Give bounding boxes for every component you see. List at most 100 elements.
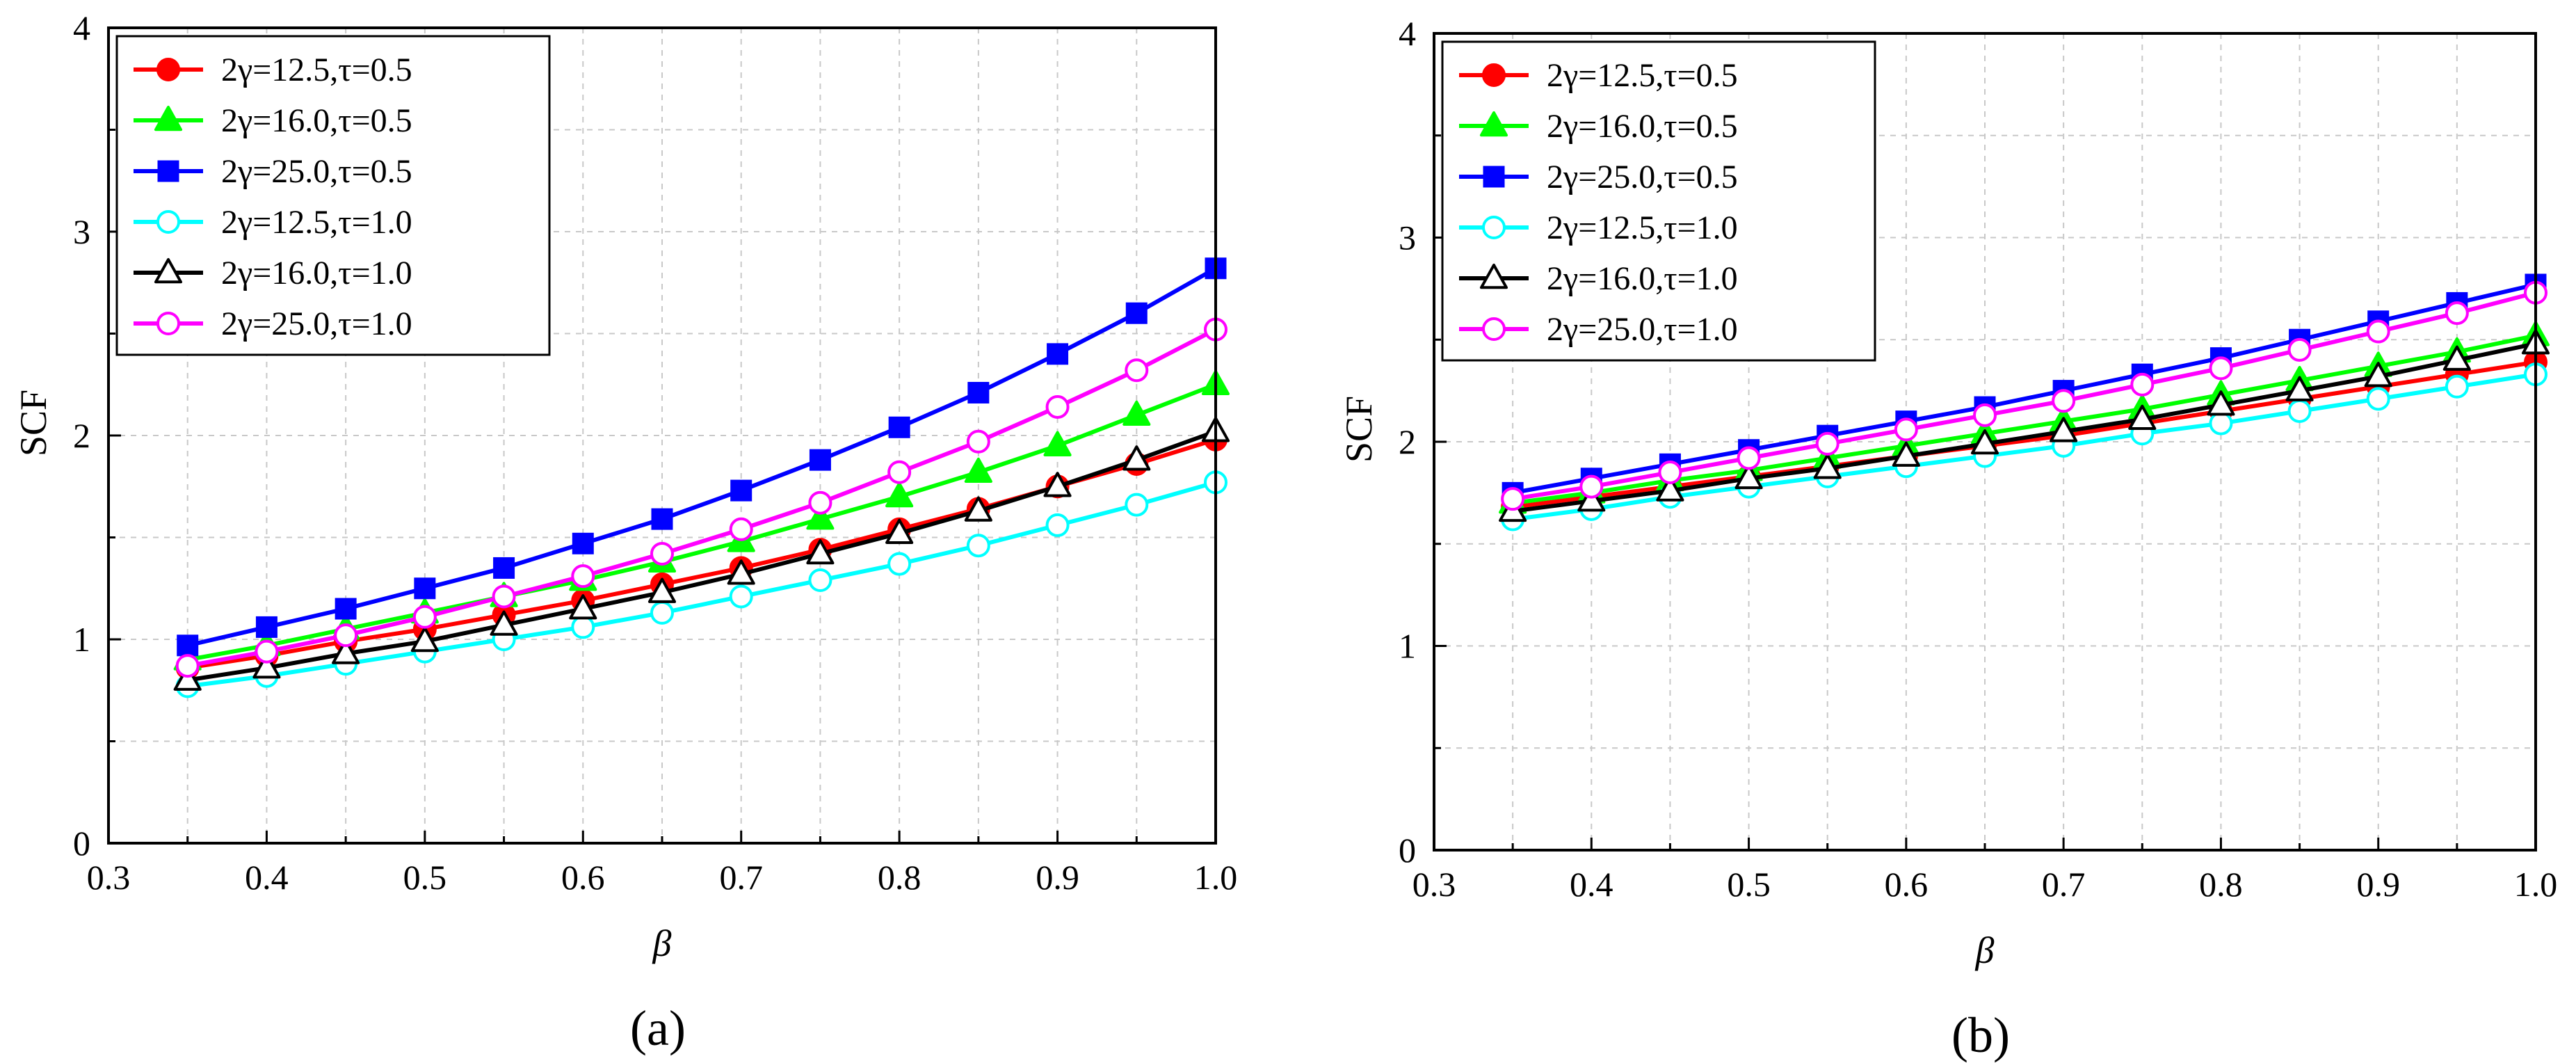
data-point	[967, 381, 990, 403]
data-point	[492, 584, 516, 609]
legend-marker	[1479, 111, 1508, 137]
ticks-b: 0.3 0.4 0.5 0.6 0.7 0.8 0.9 1.0 0 1 2 3 4	[1399, 14, 2557, 904]
data-point	[887, 552, 912, 576]
data-point	[2207, 390, 2235, 416]
data-point	[966, 534, 990, 558]
legend-label: 2γ=16.0,τ=1.0	[221, 255, 412, 291]
data-point	[1737, 446, 1761, 470]
data-point	[888, 416, 910, 438]
data-point	[651, 508, 673, 530]
data-point	[650, 600, 674, 625]
data-point	[1045, 513, 1070, 537]
data-point	[332, 639, 360, 664]
data-point	[493, 557, 515, 579]
legend-marker	[156, 210, 180, 234]
y-tick-label: 0	[73, 824, 90, 863]
data-point	[334, 623, 358, 648]
legend-label: 2γ=25.0,τ=0.5	[1547, 159, 1738, 195]
series-a-5	[173, 417, 1230, 691]
x-tick-label: 0.6	[1885, 865, 1929, 904]
legend-box	[115, 35, 551, 356]
series-line	[187, 382, 1217, 662]
data-point	[1970, 429, 1999, 455]
y-tick-label: 4	[1399, 14, 1416, 53]
legend-b: 2γ=12.5,τ=0.5 2γ=16.0,τ=0.5 2γ=25.0,τ=0.5 2…	[1441, 40, 1876, 362]
data-point	[727, 559, 755, 585]
x-tick-label: 0.9	[2356, 865, 2400, 904]
legend-marker	[1479, 264, 1508, 289]
data-point	[1579, 474, 1604, 499]
data-point	[806, 538, 835, 565]
data-point	[569, 594, 597, 620]
data-point	[2052, 389, 2076, 413]
data-point	[1815, 431, 1840, 456]
legend-label: 2γ=25.0,τ=1.0	[1547, 311, 1738, 348]
x-axis-title-b: β	[1975, 929, 1995, 971]
data-point	[1125, 493, 1149, 517]
legend-label: 2γ=25.0,τ=0.5	[221, 153, 412, 190]
data-point	[490, 610, 518, 636]
data-point	[412, 605, 437, 629]
x-tick-label: 0.3	[87, 858, 131, 897]
data-point	[1047, 343, 1069, 365]
data-point	[809, 449, 831, 471]
legend-label: 2γ=25.0,τ=1.0	[221, 305, 412, 342]
data-point	[175, 654, 200, 678]
panel-label-b: (b)	[1951, 1007, 2010, 1063]
series-line	[1512, 360, 2536, 509]
data-point	[1577, 486, 1606, 512]
data-point	[887, 460, 912, 484]
y-tick-label: 1	[73, 620, 90, 659]
x-tick-label: 0.7	[719, 858, 763, 897]
series-line	[187, 266, 1217, 648]
series-b-5	[1499, 329, 2550, 522]
data-point	[2366, 387, 2390, 411]
data-point	[1734, 463, 1763, 490]
data-point	[1122, 400, 1151, 426]
data-point	[2287, 337, 2312, 362]
data-point	[2364, 362, 2392, 387]
x-tick-label: 0.8	[878, 858, 921, 897]
series-line	[1512, 290, 2536, 502]
data-point	[808, 568, 832, 593]
data-point	[2130, 372, 2155, 397]
series-line	[1512, 372, 2536, 522]
legend-label: 2γ=16.0,τ=0.5	[221, 102, 412, 139]
data-point	[2209, 411, 2233, 435]
x-tick-label: 0.5	[403, 858, 447, 897]
series-layer-b	[1499, 273, 2550, 532]
series-line	[1512, 342, 2536, 513]
data-point	[1125, 302, 1148, 324]
data-point	[571, 615, 595, 639]
y-axis-title-a: SCF	[13, 390, 54, 456]
legend-marker	[157, 160, 179, 182]
ticks-a: 0.3 0.4 0.5 0.6 0.7 0.8 0.9 1.0 0 1 2 3 4	[73, 8, 1237, 897]
y-tick-label: 2	[73, 416, 90, 455]
data-point	[885, 518, 914, 544]
legend-marker	[154, 106, 183, 131]
x-tick-label: 0.6	[561, 858, 605, 897]
x-tick-label: 1.0	[1194, 858, 1238, 897]
data-point	[252, 653, 281, 679]
data-point	[1125, 358, 1149, 383]
data-point	[2050, 417, 2078, 442]
series-layer-a	[173, 257, 1230, 698]
data-point	[255, 639, 279, 664]
data-point	[1813, 454, 1842, 479]
x-tick-label: 0.9	[1036, 858, 1079, 897]
data-point	[2445, 374, 2469, 399]
data-point	[885, 481, 914, 508]
data-point	[1894, 417, 1918, 442]
data-point	[729, 584, 753, 609]
legend-a: 2γ=12.5,τ=0.5 2γ=16.0,τ=0.5 2γ=25.0,τ=0.5 2…	[115, 35, 551, 356]
y-tick-label: 4	[73, 8, 90, 47]
x-tick-label: 0.4	[1570, 865, 1613, 904]
x-tick-label: 0.4	[245, 858, 289, 897]
legend-label: 2γ=16.0,τ=1.0	[1547, 260, 1738, 297]
data-point	[571, 564, 595, 589]
y-tick-label: 3	[1399, 218, 1416, 257]
legend-marker	[154, 258, 183, 284]
chart-panel-b: 0.3 0.4 0.5 0.6 0.7 0.8 0.9 1.0 0 1 2 3 4 β SCF 2γ=1…	[1338, 14, 2557, 1063]
data-point	[647, 577, 677, 603]
